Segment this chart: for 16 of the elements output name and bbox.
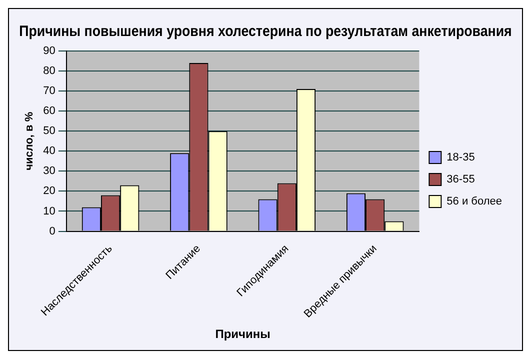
y-tick-label: 90 [43,45,56,58]
y-tick-label: 20 [43,185,56,198]
y-tick-label: 50 [43,125,56,138]
legend-label: 36-55 [446,174,475,186]
x-axis-title: Причины [215,327,270,342]
y-tick-label: 40 [43,145,56,158]
legend-label: 56 и более [446,196,502,208]
y-tick-label: 70 [43,85,56,98]
y-tick-label: 30 [43,165,56,178]
legend-label: 18-35 [446,152,475,164]
y-tick-label: 80 [43,65,56,78]
y-tick-label: 0 [49,225,56,238]
y-tick-label: 60 [43,105,56,118]
y-tick-label: 10 [43,205,56,218]
chart-title: Причины повышения уровня холестерина по результатам анкетирования [19,23,512,40]
y-axis-title: число, в % [24,112,36,170]
